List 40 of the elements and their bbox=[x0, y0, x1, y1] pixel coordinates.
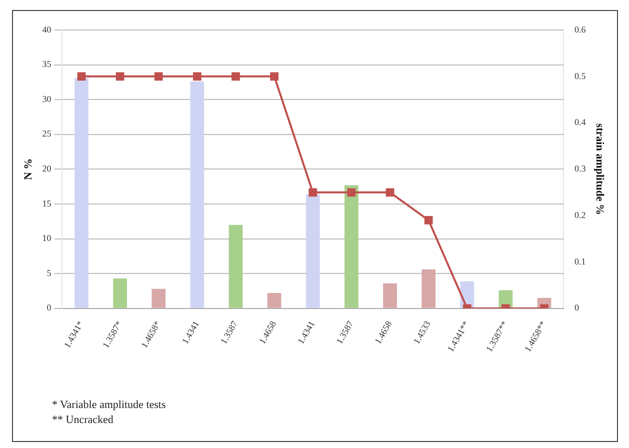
y2-tick-label: 0.6 bbox=[574, 24, 586, 34]
bar bbox=[383, 283, 397, 308]
y2-axis-title: strain amplitude % bbox=[594, 123, 606, 216]
bar bbox=[306, 194, 320, 308]
bar bbox=[267, 293, 282, 308]
point bbox=[232, 72, 240, 81]
y-tick-label: 20 bbox=[42, 164, 52, 174]
point bbox=[77, 72, 86, 81]
point bbox=[386, 188, 394, 197]
y-tick-label: 0 bbox=[46, 302, 52, 313]
y-axis-title: N % bbox=[22, 158, 34, 180]
y-tick-label: 40 bbox=[42, 24, 52, 34]
bar bbox=[344, 185, 358, 308]
point bbox=[308, 188, 318, 197]
bar bbox=[228, 224, 243, 308]
y2-tick-label: 0.1 bbox=[574, 256, 586, 266]
point bbox=[270, 72, 278, 81]
bar bbox=[152, 288, 166, 308]
text: * Variable amplitude tests bbox=[52, 398, 166, 413]
y2-tick-label: 0.2 bbox=[574, 210, 586, 220]
point bbox=[192, 72, 202, 81]
bar bbox=[190, 82, 204, 308]
bar bbox=[422, 269, 436, 308]
y-tick-label: 15 bbox=[42, 198, 52, 208]
text: ** Uncracked bbox=[52, 413, 114, 428]
y2-tick-label: 0 bbox=[574, 302, 580, 313]
y2-tick-label: 0.4 bbox=[574, 117, 586, 128]
point bbox=[347, 188, 356, 197]
y-tick-label: 25 bbox=[42, 128, 52, 139]
point bbox=[424, 216, 433, 224]
point bbox=[154, 72, 163, 81]
y-tick-label: 35 bbox=[42, 59, 52, 70]
y2-tick-label: 0.5 bbox=[574, 70, 586, 81]
y-tick-label: 10 bbox=[42, 233, 52, 244]
bar bbox=[113, 278, 127, 308]
y-tick-label: 30 bbox=[42, 94, 52, 104]
point bbox=[116, 72, 124, 81]
y2-tick-label: 0.3 bbox=[574, 164, 586, 174]
bar bbox=[74, 78, 88, 308]
y-tick-label: 5 bbox=[46, 268, 52, 278]
